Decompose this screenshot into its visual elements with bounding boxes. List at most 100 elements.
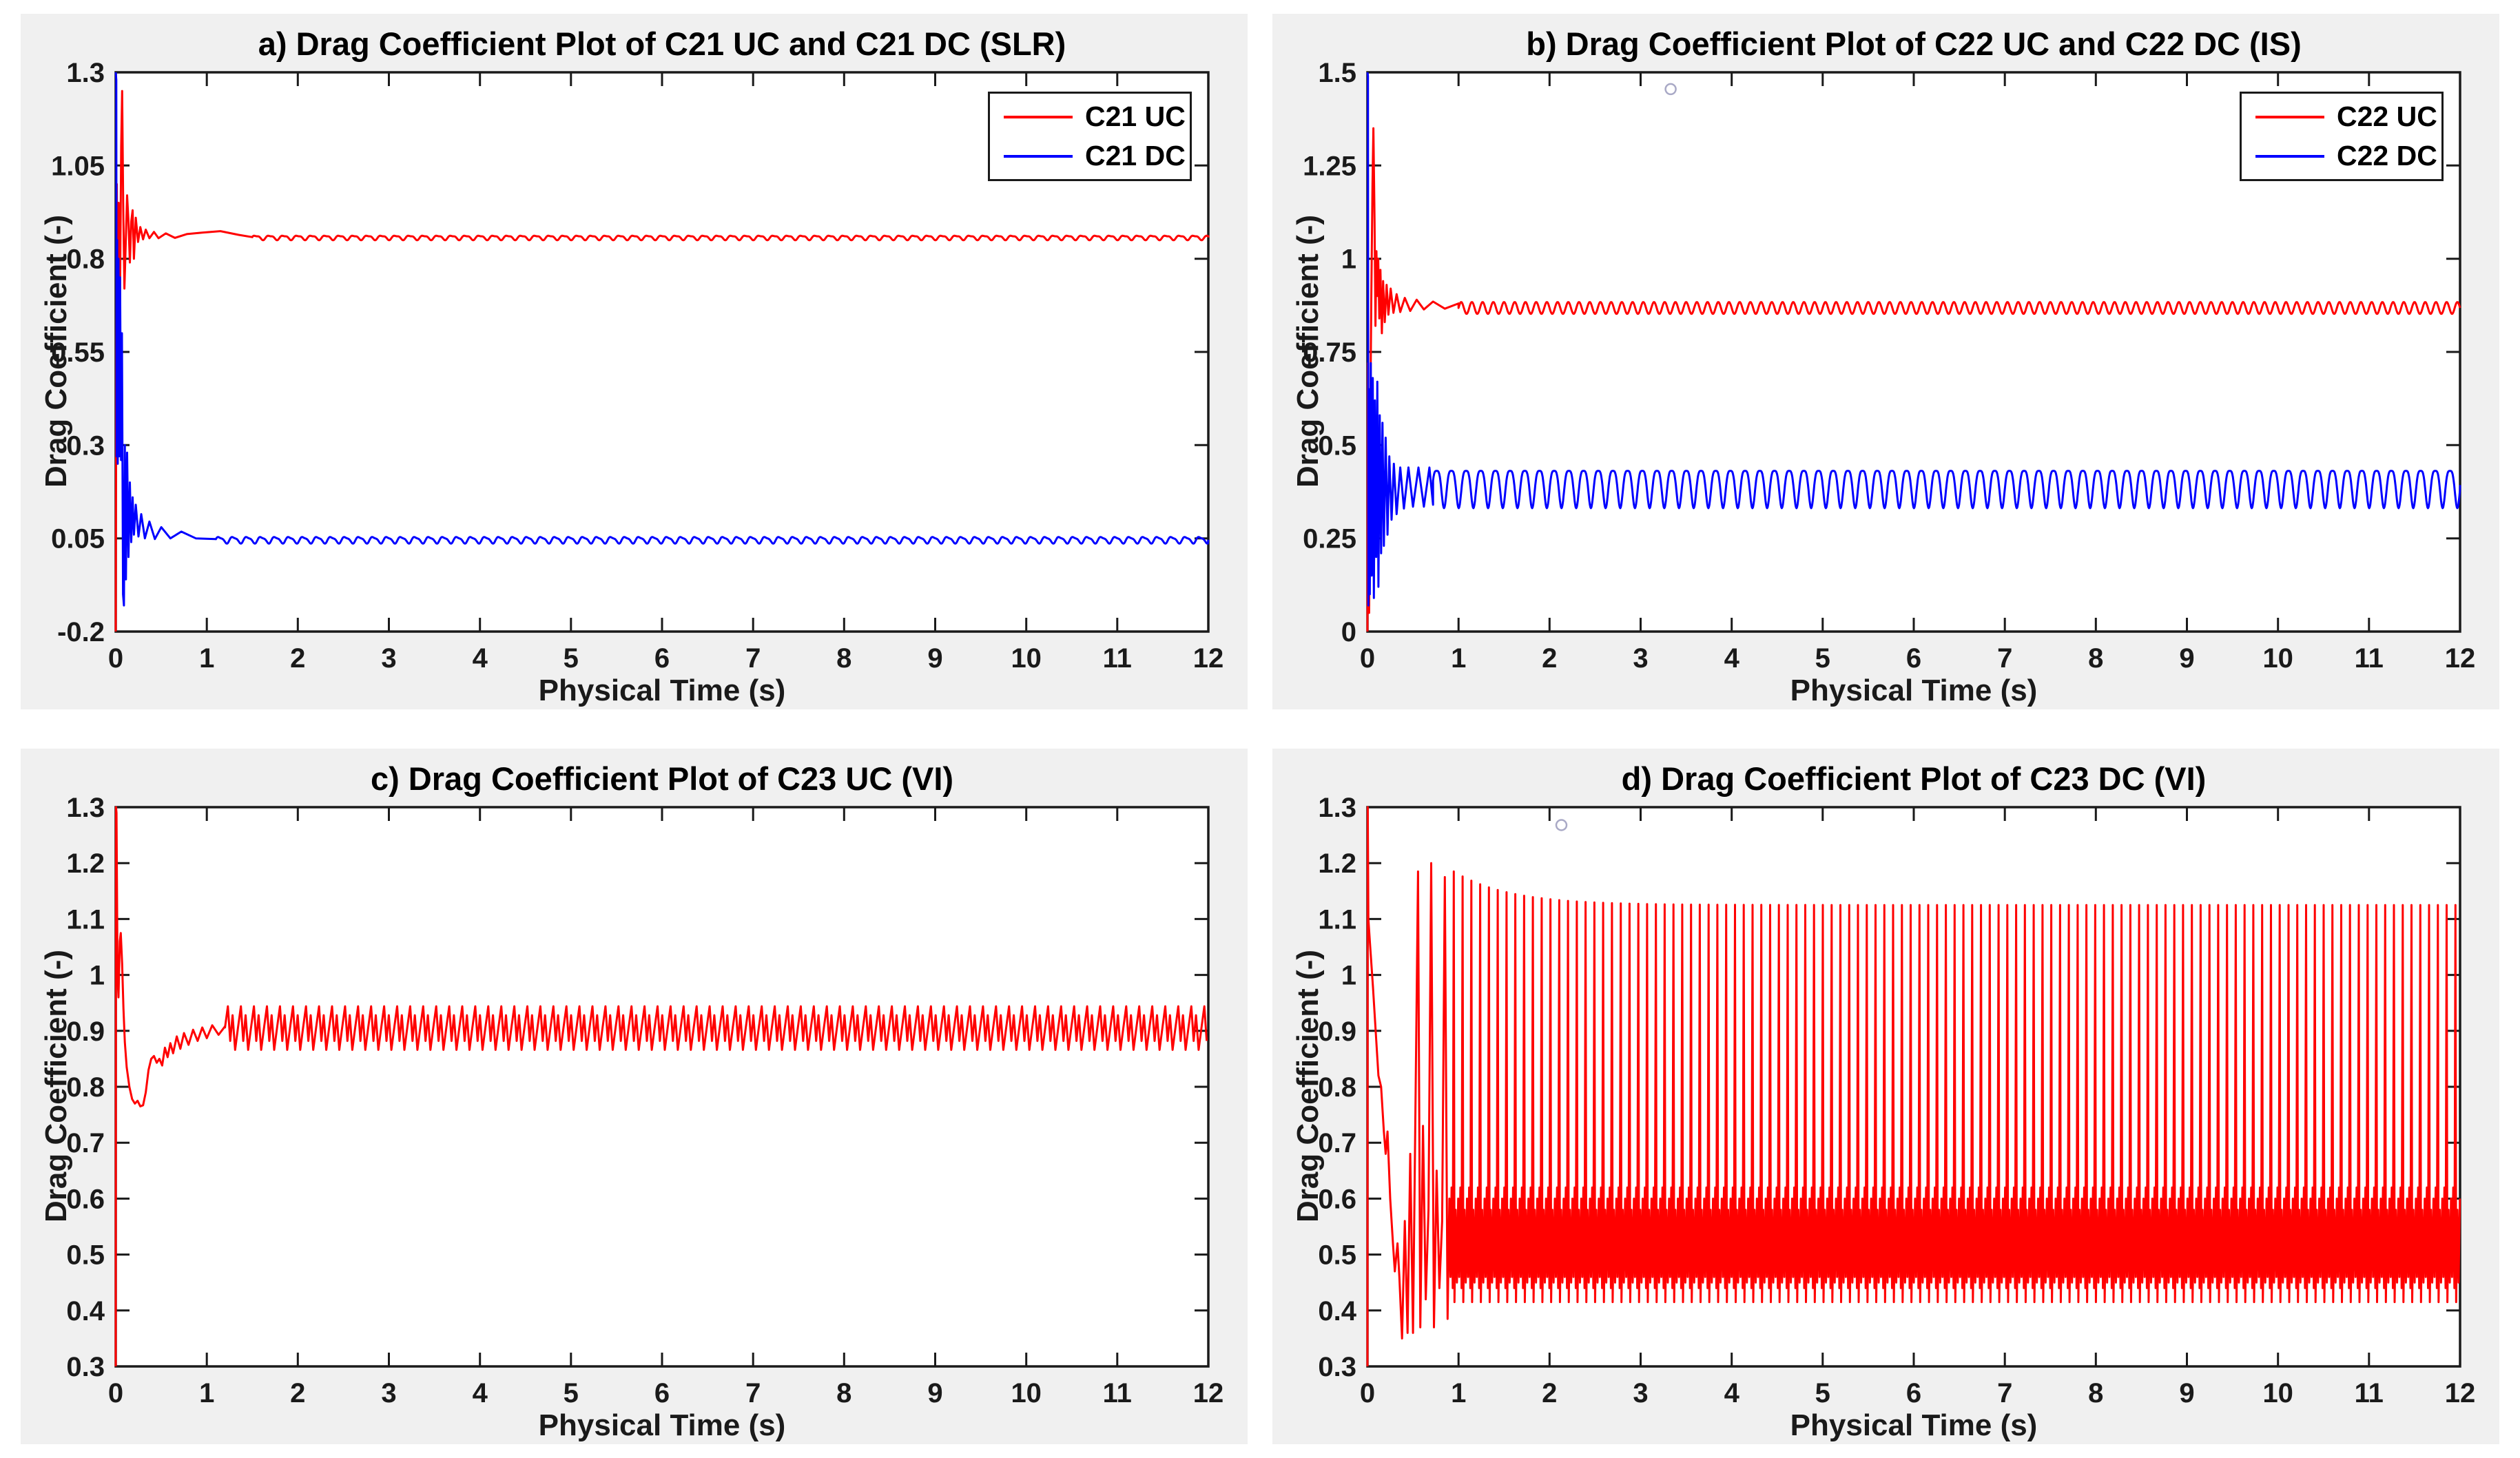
panel-b: b) Drag Coefficient Plot of C22 UC and C… bbox=[1272, 14, 2499, 709]
x-tick-label: 8 bbox=[2088, 643, 2103, 674]
x-tick-label: 11 bbox=[1103, 643, 1132, 674]
x-tick-label: 0 bbox=[1360, 643, 1375, 674]
y-tick-label: 1.05 bbox=[51, 151, 105, 181]
y-tick-label: 1 bbox=[90, 961, 105, 991]
y-tick-label: 0.3 bbox=[66, 1352, 105, 1382]
legend-line-sample-red bbox=[1004, 115, 1073, 118]
y-tick-label: 0.7 bbox=[66, 1128, 105, 1158]
panel-d: d) Drag Coefficient Plot of C23 DC (VI) … bbox=[1272, 749, 2499, 1444]
y-tick-label: 0.75 bbox=[1303, 337, 1356, 368]
x-tick-label: 9 bbox=[2179, 1378, 2194, 1408]
series-c23-dc bbox=[1366, 806, 2461, 1367]
x-tick-label: 10 bbox=[1011, 1378, 1042, 1408]
x-tick-label: 9 bbox=[927, 643, 942, 674]
x-tick-label: 2 bbox=[290, 1378, 305, 1408]
legend-label: C22 DC bbox=[2337, 140, 2437, 171]
series-c22-uc bbox=[1366, 127, 2461, 632]
y-tick-label: 0.8 bbox=[1318, 1072, 1356, 1103]
y-tick-label: 1.5 bbox=[1318, 58, 1356, 88]
legend-line-sample-red bbox=[2255, 115, 2324, 118]
x-tick-label: 3 bbox=[1633, 643, 1648, 674]
x-tick-label: 7 bbox=[745, 643, 761, 674]
y-tick-label: 1.1 bbox=[66, 904, 105, 935]
x-tick-label: 3 bbox=[1633, 1378, 1648, 1408]
legend-item: C21 DC bbox=[990, 140, 1190, 172]
legend-label: C22 UC bbox=[2337, 101, 2437, 132]
y-tick-label: 0.05 bbox=[51, 524, 105, 554]
x-tick-label: 6 bbox=[1906, 1378, 1921, 1408]
y-tick-label: 0.9 bbox=[66, 1017, 105, 1047]
x-tick-label: 2 bbox=[1542, 643, 1557, 674]
axes-background bbox=[116, 807, 1208, 1366]
panel-a: a) Drag Coefficient Plot of C21 UC and C… bbox=[21, 14, 1248, 709]
y-tick-label: 0.5 bbox=[1318, 1240, 1356, 1271]
y-tick-label: 1.3 bbox=[66, 793, 105, 823]
y-tick-label: 1.1 bbox=[1318, 904, 1356, 935]
legend-item: C22 UC bbox=[2242, 101, 2441, 133]
x-tick-label: 3 bbox=[381, 643, 396, 674]
x-tick-label: 11 bbox=[2355, 1378, 2384, 1408]
x-tick-label: 2 bbox=[290, 643, 305, 674]
y-tick-label: 0.5 bbox=[1318, 430, 1356, 461]
x-tick-label: 1 bbox=[1451, 1378, 1466, 1408]
x-tick-label: 10 bbox=[2262, 643, 2293, 674]
x-tick-label: 12 bbox=[2445, 1378, 2476, 1408]
y-tick-label: 0.55 bbox=[51, 337, 105, 368]
y-tick-label: 0.6 bbox=[66, 1184, 105, 1214]
panel-c-xlabel: Physical Time (s) bbox=[538, 1408, 786, 1442]
y-tick-label: 0.9 bbox=[1318, 1017, 1356, 1047]
x-tick-label: 6 bbox=[1906, 643, 1921, 674]
legend-line-sample-blue bbox=[2255, 154, 2324, 158]
x-tick-label: 6 bbox=[654, 1378, 670, 1408]
x-tick-label: 5 bbox=[564, 1378, 579, 1408]
series-c21-dc bbox=[114, 72, 1210, 607]
y-tick-label: 0.8 bbox=[66, 1072, 105, 1103]
panel-c: c) Drag Coefficient Plot of C23 UC (VI) … bbox=[21, 749, 1248, 1444]
x-tick-label: 12 bbox=[1193, 643, 1224, 674]
y-tick-label: 0.4 bbox=[66, 1296, 105, 1326]
y-tick-label: 0.5 bbox=[66, 1240, 105, 1271]
y-tick-label: 0.25 bbox=[1303, 524, 1356, 554]
legend-line-sample-blue bbox=[1004, 154, 1073, 158]
x-tick-label: 9 bbox=[2179, 643, 2194, 674]
x-tick-label: 8 bbox=[836, 1378, 851, 1408]
panel-b-title: b) Drag Coefficient Plot of C22 UC and C… bbox=[1526, 25, 2302, 62]
x-tick-label: 2 bbox=[1542, 1378, 1557, 1408]
series-c23-uc bbox=[114, 806, 1208, 1367]
y-tick-label: 1.2 bbox=[66, 848, 105, 879]
y-tick-label: 0.3 bbox=[66, 430, 105, 461]
x-tick-label: 7 bbox=[745, 1378, 761, 1408]
x-tick-label: 12 bbox=[2445, 643, 2476, 674]
x-tick-label: 4 bbox=[473, 643, 488, 674]
y-tick-label: 1.3 bbox=[1318, 793, 1356, 823]
series-c22-dc bbox=[1366, 72, 2461, 607]
panel-d-title: d) Drag Coefficient Plot of C23 DC (VI) bbox=[1621, 760, 2207, 797]
x-tick-label: 6 bbox=[654, 643, 670, 674]
stray-circle-marker bbox=[1555, 819, 1568, 831]
y-tick-label: 0.3 bbox=[1318, 1352, 1356, 1382]
panel-b-xlabel: Physical Time (s) bbox=[1790, 674, 2038, 707]
x-tick-label: 5 bbox=[1815, 1378, 1830, 1408]
y-tick-label: 0 bbox=[1341, 617, 1356, 647]
x-tick-label: 1 bbox=[1451, 643, 1466, 674]
x-tick-label: 11 bbox=[2355, 643, 2384, 674]
x-tick-label: 4 bbox=[1724, 643, 1740, 674]
legend-item: C22 DC bbox=[2242, 140, 2441, 172]
panel-c-plot-area: 0 1 2 3 4 5 6 7 8 9 10 11 120.30.40.50.60.70.80.911.… bbox=[66, 793, 1223, 1408]
series-c21-uc bbox=[114, 90, 1210, 632]
x-tick-label: 7 bbox=[1997, 643, 2012, 674]
x-tick-label: 11 bbox=[1103, 1378, 1132, 1408]
y-tick-label: 1.3 bbox=[66, 58, 105, 88]
y-tick-label: 0.6 bbox=[1318, 1184, 1356, 1214]
x-tick-label: 9 bbox=[927, 1378, 942, 1408]
y-tick-label: 1 bbox=[1341, 961, 1356, 991]
x-tick-label: 5 bbox=[1815, 643, 1830, 674]
y-tick-label: 1.25 bbox=[1303, 151, 1356, 181]
panel-c-title: c) Drag Coefficient Plot of C23 UC (VI) bbox=[370, 760, 954, 797]
panel-a-legend: C21 UC C21 DC bbox=[988, 92, 1192, 181]
x-tick-label: 10 bbox=[1011, 643, 1042, 674]
x-tick-label: 4 bbox=[473, 1378, 488, 1408]
y-tick-label: 1 bbox=[1341, 244, 1356, 275]
panel-b-legend: C22 UC C22 DC bbox=[2240, 92, 2444, 181]
y-tick-label: 0.4 bbox=[1318, 1296, 1356, 1326]
